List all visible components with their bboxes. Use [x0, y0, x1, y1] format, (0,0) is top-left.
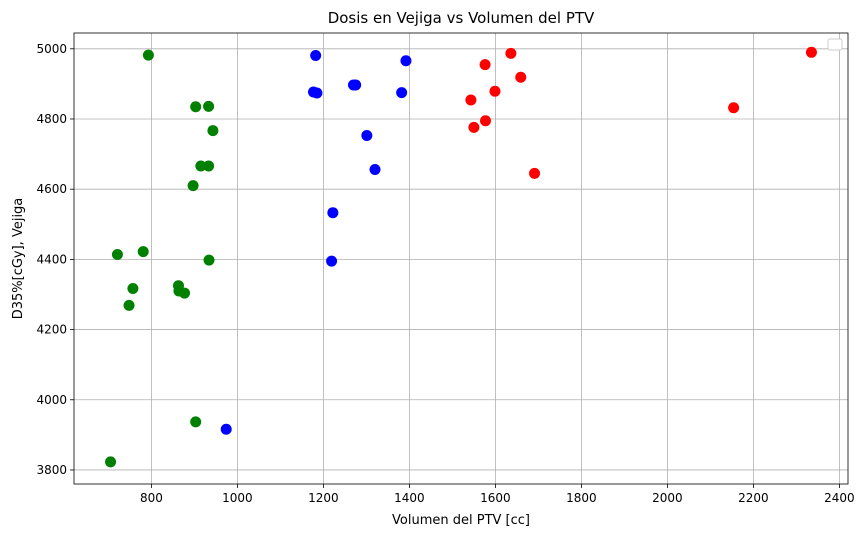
data-point [127, 283, 139, 295]
legend-box [827, 38, 843, 51]
data-point [400, 55, 412, 67]
data-point [190, 416, 202, 428]
data-point [123, 299, 135, 311]
data-point [311, 87, 323, 99]
data-point [326, 255, 338, 267]
y-tick-label: 3800 [36, 463, 67, 477]
x-tick-label: 2400 [824, 491, 855, 505]
data-point [465, 94, 477, 106]
data-point [468, 121, 480, 133]
data-point [105, 456, 117, 468]
plot-area [73, 32, 849, 485]
data-point [529, 167, 541, 179]
x-tick-label: 800 [140, 491, 163, 505]
data-points [105, 46, 817, 468]
data-point [179, 287, 191, 299]
x-tick-label: 1200 [308, 491, 339, 505]
data-point [195, 160, 207, 172]
data-point [203, 100, 215, 112]
x-tick-label: 2200 [738, 491, 769, 505]
grid-lines [74, 33, 848, 484]
data-point [805, 46, 817, 58]
data-point [187, 180, 199, 192]
data-point [396, 87, 408, 99]
y-axis-label: D35%[cGy], Vejiga [11, 198, 26, 320]
data-point [489, 85, 501, 97]
y-tick-label: 4800 [36, 112, 67, 126]
x-tick-label: 1400 [394, 491, 425, 505]
data-point [220, 423, 232, 435]
data-point [310, 49, 322, 61]
y-tick-label: 4600 [36, 182, 67, 196]
data-point [515, 71, 527, 83]
data-point [361, 129, 373, 141]
x-tick-label: 2000 [652, 491, 683, 505]
data-point [479, 59, 491, 71]
data-point [350, 79, 362, 91]
data-point [480, 115, 492, 127]
x-tick-label: 1800 [566, 491, 597, 505]
y-tick-label: 5000 [36, 42, 67, 56]
y-tick-label: 4000 [36, 393, 67, 407]
data-point [369, 164, 381, 176]
data-point [203, 254, 215, 266]
data-point [190, 101, 202, 113]
y-tick-label: 4400 [36, 252, 67, 266]
axis-ticks: 800 1000 1200 1400 1600 1800 2000 2200 2400 3800 4… [36, 42, 854, 505]
y-tick-label: 4200 [36, 323, 67, 337]
data-point [137, 246, 149, 258]
data-point [327, 207, 339, 219]
data-point [142, 49, 154, 61]
data-point [111, 248, 123, 260]
x-tick-label: 1000 [222, 491, 253, 505]
chart-title: Dosis en Vejiga vs Volumen del PTV [328, 9, 595, 27]
x-axis-label: Volumen del PTV [cc] [392, 513, 530, 528]
data-point [728, 102, 740, 114]
data-point [505, 47, 517, 59]
data-point [207, 125, 219, 137]
data-point [203, 160, 215, 172]
x-tick-label: 1600 [480, 491, 511, 505]
